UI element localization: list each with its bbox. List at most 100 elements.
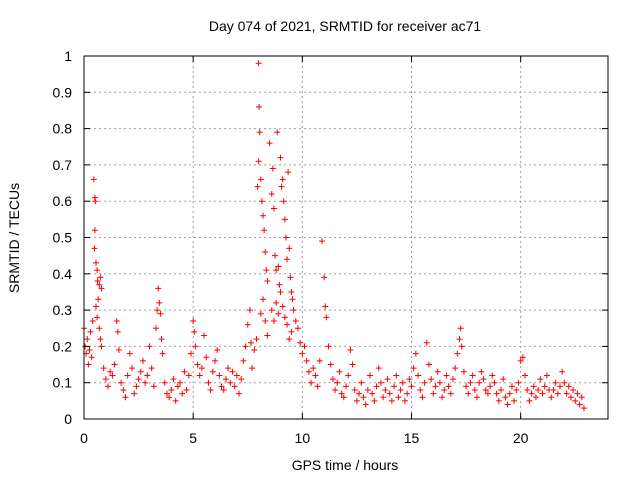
- data-point: [214, 347, 221, 354]
- data-point: [491, 379, 498, 386]
- data-point: [249, 365, 256, 372]
- data-point: [159, 350, 166, 357]
- data-point: [168, 386, 175, 393]
- data-point: [155, 285, 162, 292]
- y-tick-label: 0.6: [53, 193, 73, 209]
- data-point: [292, 317, 299, 324]
- data-point: [277, 288, 284, 295]
- data-point: [282, 234, 289, 241]
- data-point: [229, 368, 236, 375]
- data-point: [157, 310, 164, 317]
- data-point: [567, 394, 574, 401]
- data-point: [498, 386, 505, 393]
- data-point: [277, 154, 284, 161]
- data-point: [203, 354, 210, 361]
- data-point: [312, 372, 319, 379]
- data-point: [305, 368, 312, 375]
- data-point: [181, 368, 188, 375]
- data-point: [120, 386, 127, 393]
- data-point: [194, 361, 201, 368]
- data-point: [508, 383, 515, 390]
- data-point: [95, 296, 102, 303]
- data-point: [88, 354, 95, 361]
- data-point: [310, 365, 317, 372]
- data-point: [526, 397, 533, 404]
- data-point: [511, 397, 518, 404]
- data-point: [279, 176, 286, 183]
- data-point: [129, 365, 136, 372]
- data-point: [216, 372, 223, 379]
- data-point: [476, 379, 483, 386]
- data-point: [222, 376, 229, 383]
- data-point: [260, 296, 267, 303]
- data-point: [329, 376, 336, 383]
- data-point: [539, 390, 546, 397]
- data-point: [142, 379, 149, 386]
- data-point: [410, 365, 417, 372]
- data-point: [367, 372, 374, 379]
- data-point: [399, 379, 406, 386]
- data-point: [325, 343, 332, 350]
- data-point: [386, 390, 393, 397]
- data-point: [358, 379, 365, 386]
- data-point: [196, 372, 203, 379]
- x-tick-label: 20: [513, 430, 529, 446]
- data-point: [233, 372, 240, 379]
- data-point: [456, 336, 463, 343]
- data-point: [349, 361, 356, 368]
- data-point: [107, 368, 114, 375]
- data-point: [172, 397, 179, 404]
- data-point: [146, 343, 153, 350]
- data-point: [375, 365, 382, 372]
- data-point: [94, 278, 101, 285]
- data-point: [576, 401, 583, 408]
- data-point: [334, 379, 341, 386]
- data-point: [133, 383, 140, 390]
- data-point: [207, 386, 214, 393]
- data-point: [139, 357, 146, 364]
- data-point: [93, 259, 100, 266]
- data-point: [318, 238, 325, 245]
- data-point: [513, 386, 520, 393]
- data-point: [458, 343, 465, 350]
- data-point: [321, 274, 328, 281]
- data-point: [323, 314, 330, 321]
- data-point: [218, 383, 225, 390]
- data-points: [81, 60, 587, 412]
- data-point: [179, 390, 186, 397]
- data-point: [543, 372, 550, 379]
- x-tick-label: 10: [295, 430, 311, 446]
- data-point: [465, 390, 472, 397]
- data-point: [404, 390, 411, 397]
- data-point: [102, 376, 109, 383]
- data-point: [299, 350, 306, 357]
- data-point: [278, 183, 285, 190]
- data-point: [281, 216, 288, 223]
- data-point: [377, 379, 384, 386]
- data-point: [395, 394, 402, 401]
- data-point: [369, 390, 376, 397]
- data-point: [257, 176, 264, 183]
- data-point: [449, 376, 456, 383]
- chart-title: Day 074 of 2021, SRMTID for receiver ac7…: [209, 18, 482, 34]
- y-tick-label: 0.3: [53, 302, 73, 318]
- data-point: [504, 401, 511, 408]
- data-point: [401, 397, 408, 404]
- data-point: [158, 336, 165, 343]
- data-point: [231, 383, 238, 390]
- data-point: [432, 383, 439, 390]
- data-point: [276, 281, 283, 288]
- data-point: [256, 103, 263, 110]
- data-point: [264, 278, 271, 285]
- y-tick-label: 0.7: [53, 157, 73, 173]
- data-point: [528, 390, 535, 397]
- data-point: [419, 394, 426, 401]
- y-tick-label: 0.4: [53, 266, 73, 282]
- data-point: [286, 245, 293, 252]
- data-point: [115, 347, 122, 354]
- data-point: [406, 376, 413, 383]
- data-point: [482, 386, 489, 393]
- data-point: [227, 379, 234, 386]
- data-point: [294, 325, 301, 332]
- data-point: [205, 379, 212, 386]
